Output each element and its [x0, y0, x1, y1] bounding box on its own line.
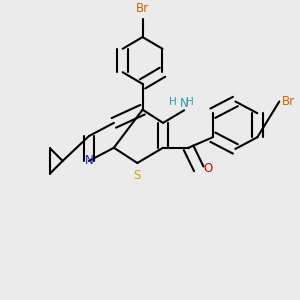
Text: Br: Br — [136, 2, 149, 14]
Text: Br: Br — [282, 95, 295, 108]
Text: S: S — [134, 169, 141, 182]
Text: O: O — [203, 162, 212, 175]
Text: H: H — [169, 97, 177, 107]
Text: H: H — [186, 98, 194, 107]
Text: N: N — [180, 97, 188, 110]
Text: N: N — [85, 154, 93, 167]
